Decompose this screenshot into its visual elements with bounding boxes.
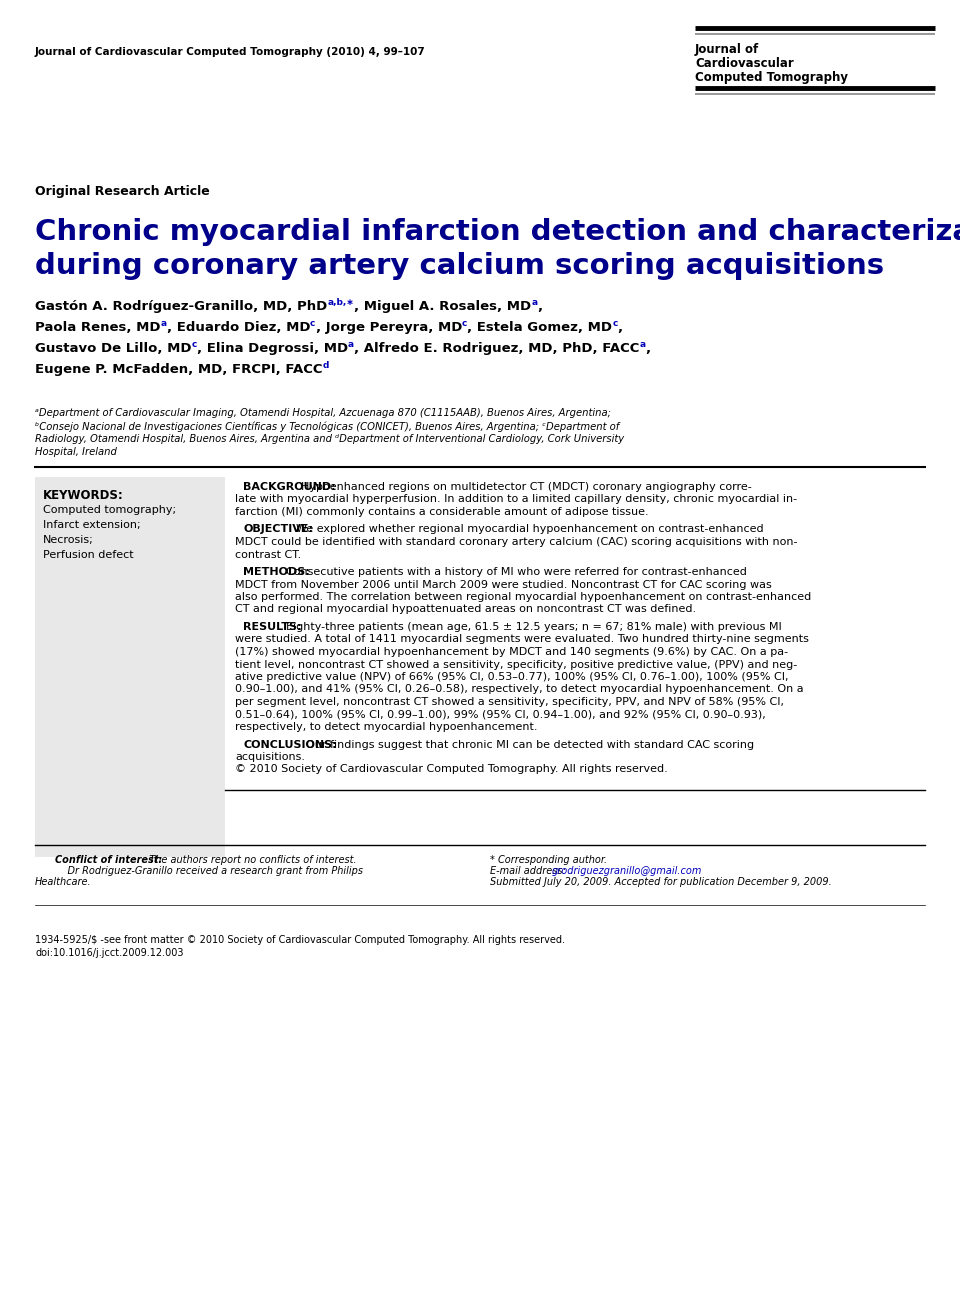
Text: grodriguezgranillo@gmail.com: grodriguezgranillo@gmail.com (552, 866, 702, 876)
Text: Radiology, Otamendi Hospital, Buenos Aires, Argentina and ᵈDepartment of Interve: Radiology, Otamendi Hospital, Buenos Air… (35, 433, 624, 444)
Text: * Corresponding author.: * Corresponding author. (490, 855, 607, 866)
Text: The authors report no conflicts of interest.: The authors report no conflicts of inter… (143, 855, 357, 866)
Text: , Alfredo E. Rodriguez, MD, PhD, FACC: , Alfredo E. Rodriguez, MD, PhD, FACC (354, 342, 639, 355)
Text: ative predictive value (NPV) of 66% (95% CI, 0.53–0.77), 100% (95% CI, 0.76–1.00: ative predictive value (NPV) of 66% (95%… (235, 672, 788, 682)
Text: late with myocardial hyperperfusion. In addition to a limited capillary density,: late with myocardial hyperperfusion. In … (235, 494, 797, 504)
Text: a: a (348, 341, 354, 350)
Text: respectively, to detect myocardial hypoenhancement.: respectively, to detect myocardial hypoe… (235, 722, 538, 731)
Text: We explored whether regional myocardial hypoenhancement on contrast-enhanced: We explored whether regional myocardial … (296, 525, 763, 534)
Text: Hospital, Ireland: Hospital, Ireland (35, 448, 117, 457)
Text: Journal of Cardiovascular Computed Tomography (2010) 4, 99–107: Journal of Cardiovascular Computed Tomog… (35, 46, 425, 57)
Text: CT and regional myocardial hypoattenuated areas on noncontrast CT was defined.: CT and regional myocardial hypoattenuate… (235, 605, 696, 614)
Text: a,b,∗: a,b,∗ (327, 298, 354, 307)
Text: Gustavo De Lillo, MD: Gustavo De Lillo, MD (35, 342, 191, 355)
Text: a: a (160, 319, 167, 328)
Text: a: a (531, 298, 538, 307)
Text: BACKGROUND:: BACKGROUND: (243, 482, 336, 491)
Text: also performed. The correlation between regional myocardial hypoenhancement on c: also performed. The correlation between … (235, 592, 811, 602)
Text: (17%) showed myocardial hypoenhancement by MDCT and 140 segments (9.6%) by CAC. : (17%) showed myocardial hypoenhancement … (235, 648, 788, 657)
Text: Journal of: Journal of (695, 43, 759, 55)
Text: contrast CT.: contrast CT. (235, 550, 301, 560)
Text: Conflict of interest:: Conflict of interest: (55, 855, 162, 866)
Text: per segment level, noncontrast CT showed a sensitivity, specificity, PPV, and NP: per segment level, noncontrast CT showed… (235, 697, 784, 707)
Text: Necrosis;: Necrosis; (43, 535, 94, 544)
Text: Cardiovascular: Cardiovascular (695, 57, 794, 70)
Text: Dr Rodriguez-Granillo received a research grant from Philips: Dr Rodriguez-Granillo received a researc… (55, 866, 363, 876)
Text: c: c (462, 319, 468, 328)
Text: ,: , (538, 301, 542, 313)
Text: 1934-5925/$ -see front matter © 2010 Society of Cardiovascular Computed Tomograp: 1934-5925/$ -see front matter © 2010 Soc… (35, 935, 565, 946)
Text: Our findings suggest that chronic MI can be detected with standard CAC scoring: Our findings suggest that chronic MI can… (305, 739, 754, 749)
Text: OBJECTIVE:: OBJECTIVE: (243, 525, 313, 534)
Text: ᵇConsejo Nacional de Investigaciones Científicas y Tecnológicas (CONICET), Bueno: ᵇConsejo Nacional de Investigaciones Cie… (35, 421, 619, 431)
Text: CONCLUSIONS:: CONCLUSIONS: (243, 739, 337, 749)
Text: doi:10.1016/j.jcct.2009.12.003: doi:10.1016/j.jcct.2009.12.003 (35, 948, 183, 958)
Text: were studied. A total of 1411 myocardial segments were evaluated. Two hundred th: were studied. A total of 1411 myocardial… (235, 635, 809, 645)
Text: 0.90–1.00), and 41% (95% CI, 0.26–0.58), respectively, to detect myocardial hypo: 0.90–1.00), and 41% (95% CI, 0.26–0.58),… (235, 685, 804, 694)
Text: c: c (310, 319, 316, 328)
Text: d: d (323, 361, 329, 370)
Text: © 2010 Society of Cardiovascular Computed Tomography. All rights reserved.: © 2010 Society of Cardiovascular Compute… (235, 765, 668, 774)
Text: ,: , (646, 342, 651, 355)
Text: , Estela Gomez, MD: , Estela Gomez, MD (468, 321, 612, 334)
Text: MDCT from November 2006 until March 2009 were studied. Noncontrast CT for CAC sc: MDCT from November 2006 until March 2009… (235, 579, 772, 590)
Text: Original Research Article: Original Research Article (35, 184, 209, 197)
Text: KEYWORDS:: KEYWORDS: (43, 489, 124, 502)
Text: tient level, noncontrast CT showed a sensitivity, specificity, positive predicti: tient level, noncontrast CT showed a sen… (235, 659, 797, 670)
Text: Submitted July 20, 2009. Accepted for publication December 9, 2009.: Submitted July 20, 2009. Accepted for pu… (490, 877, 831, 888)
Text: c: c (612, 319, 617, 328)
Text: ᵃDepartment of Cardiovascular Imaging, Otamendi Hospital, Azcuenaga 870 (C1115AA: ᵃDepartment of Cardiovascular Imaging, O… (35, 408, 611, 418)
Text: Infarct extension;: Infarct extension; (43, 520, 140, 530)
Text: Perfusion defect: Perfusion defect (43, 550, 133, 560)
Text: , Miguel A. Rosales, MD: , Miguel A. Rosales, MD (354, 301, 531, 313)
Text: , Elina Degrossi, MD: , Elina Degrossi, MD (197, 342, 348, 355)
Text: Eugene P. McFadden, MD, FRCPI, FACC: Eugene P. McFadden, MD, FRCPI, FACC (35, 362, 323, 375)
Bar (35, 477, 225, 857)
Text: during coronary artery calcium scoring acquisitions: during coronary artery calcium scoring a… (35, 252, 884, 280)
Text: Chronic myocardial infarction detection and characterization: Chronic myocardial infarction detection … (35, 218, 960, 246)
Text: c: c (191, 341, 197, 350)
Text: , Eduardo Diez, MD: , Eduardo Diez, MD (167, 321, 310, 334)
Text: 0.51–0.64), 100% (95% CI, 0.99–1.00), 99% (95% CI, 0.94–1.00), and 92% (95% CI, : 0.51–0.64), 100% (95% CI, 0.99–1.00), 99… (235, 710, 766, 720)
Text: E-mail address:: E-mail address: (490, 866, 569, 876)
Text: METHODS:: METHODS: (243, 568, 310, 577)
Text: farction (MI) commonly contains a considerable amount of adipose tissue.: farction (MI) commonly contains a consid… (235, 507, 649, 517)
Text: Consecutive patients with a history of MI who were referred for contrast-enhance: Consecutive patients with a history of M… (286, 568, 747, 577)
Text: Gastón A. Rodríguez-Granillo, MD, PhD: Gastón A. Rodríguez-Granillo, MD, PhD (35, 301, 327, 313)
Text: RESULTS:: RESULTS: (243, 622, 301, 632)
Text: ,: , (617, 321, 623, 334)
Text: Computed tomography;: Computed tomography; (43, 504, 176, 515)
Text: acquisitions.: acquisitions. (235, 752, 305, 762)
Text: Paola Renes, MD: Paola Renes, MD (35, 321, 160, 334)
Text: Healthcare.: Healthcare. (35, 877, 91, 888)
Text: a: a (639, 341, 646, 350)
Text: Eighty-three patients (mean age, 61.5 ± 12.5 years; n = 67; 81% male) with previ: Eighty-three patients (mean age, 61.5 ± … (286, 622, 781, 632)
Text: MDCT could be identified with standard coronary artery calcium (CAC) scoring acq: MDCT could be identified with standard c… (235, 537, 798, 547)
Text: Hypoenhanced regions on multidetector CT (MDCT) coronary angiography corre-: Hypoenhanced regions on multidetector CT… (300, 482, 752, 491)
Text: Computed Tomography: Computed Tomography (695, 71, 848, 84)
Text: , Jorge Pereyra, MD: , Jorge Pereyra, MD (316, 321, 462, 334)
